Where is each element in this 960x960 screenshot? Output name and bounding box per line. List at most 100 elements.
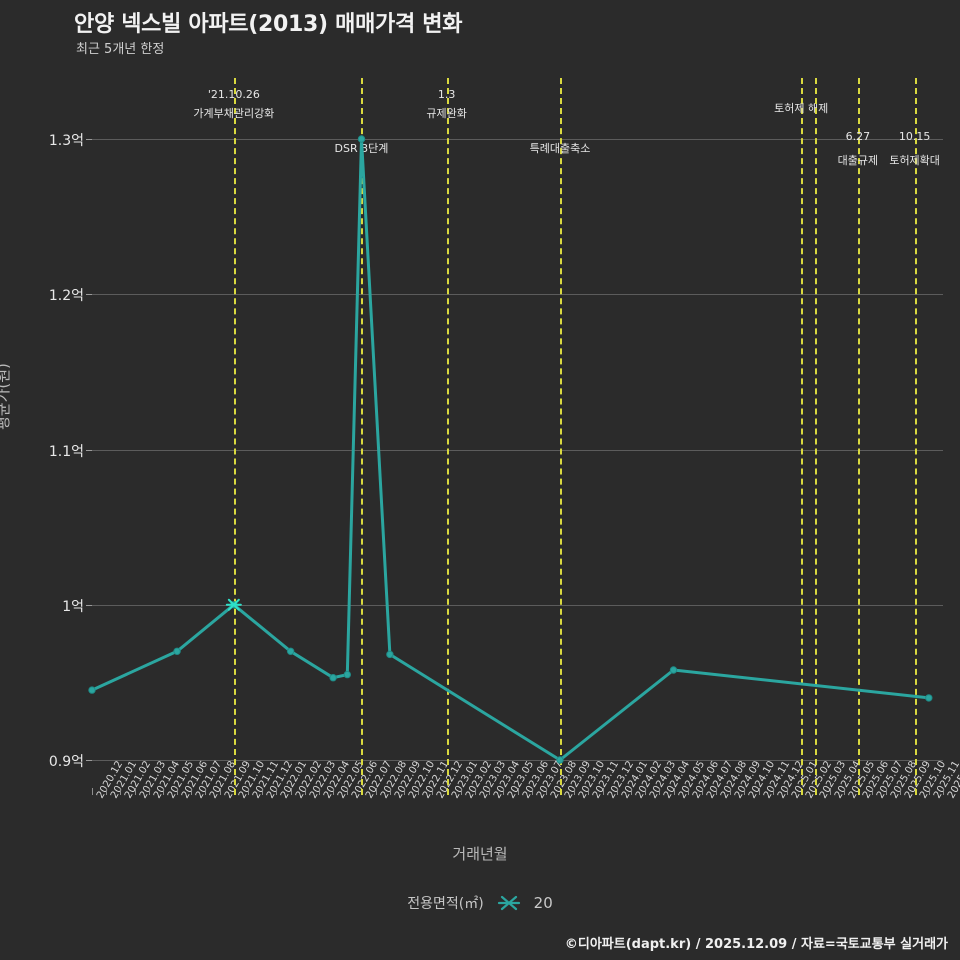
event-name-label: DSR 3단계 [334, 142, 389, 155]
star-marker-icon [496, 894, 522, 912]
x-tick-mark [333, 788, 335, 795]
x-tick-mark [191, 788, 193, 795]
x-tick-mark [474, 788, 476, 795]
x-tick-mark [318, 788, 320, 795]
event-line-event-toheoje-release [801, 78, 804, 795]
y-tick-label: 1.2억 [48, 288, 84, 304]
chart-subtitle: 최근 5개년 한정 [76, 42, 165, 57]
event-line-event-deregulation [446, 78, 449, 795]
legend-title: 전용면적(㎡) [407, 896, 484, 912]
x-tick-mark [588, 788, 590, 795]
x-tick-mark [531, 788, 533, 795]
x-tick-mark [630, 788, 632, 795]
event-name-label: 토허제 해제 [774, 102, 829, 115]
x-tick-mark [843, 788, 845, 795]
x-tick-mark [92, 788, 93, 795]
x-tick-mark [375, 788, 377, 795]
x-tick-mark [205, 788, 207, 795]
y-tick-mark [86, 294, 92, 295]
data-point [386, 650, 394, 659]
y-tick-label: 1.3억 [48, 133, 84, 149]
x-tick-mark [900, 788, 902, 795]
x-tick-mark [829, 788, 831, 795]
x-tick-mark [120, 788, 122, 795]
x-tick-mark [730, 788, 732, 795]
y-axis-title: 평균가(원) [0, 363, 12, 430]
data-point [286, 647, 295, 655]
event-line-event-loan-regulation [857, 78, 860, 795]
data-point [329, 674, 337, 682]
y-tick-label: 0.9억 [48, 754, 84, 770]
event-date-label: 10.15 [898, 130, 931, 143]
x-tick-mark [404, 788, 406, 795]
event-date-label: 1.3 [437, 88, 456, 101]
x-tick-mark [290, 788, 292, 795]
x-tick-mark [347, 788, 349, 795]
x-tick-mark [545, 788, 547, 795]
x-axis-title: 거래년월 [452, 845, 508, 863]
x-tick-mark [276, 788, 278, 795]
x-tick-mark [928, 788, 930, 795]
x-tick-mark [177, 788, 179, 795]
x-tick-mark [673, 788, 675, 795]
x-tick-mark [616, 788, 618, 795]
data-point [88, 686, 96, 694]
x-tick-mark [162, 788, 164, 795]
x-tick-mark [517, 788, 519, 795]
x-tick-mark [418, 788, 420, 795]
event-name-label: 대출규제 [837, 154, 879, 167]
x-tick-mark [786, 788, 788, 795]
x-tick-mark [943, 788, 944, 795]
x-tick-mark [432, 788, 434, 795]
event-name-label: 특례대출축소 [529, 142, 591, 155]
data-point [173, 647, 181, 655]
data-point [343, 670, 351, 679]
x-tick-mark [106, 788, 108, 795]
y-tick-mark [86, 760, 92, 761]
event-date-label: '21.10.26 [207, 88, 260, 101]
x-tick-mark [148, 788, 150, 795]
event-date-label: 6.27 [845, 130, 871, 143]
event-name-label: 가계부채관리강화 [193, 107, 275, 120]
x-tick-mark [389, 788, 391, 795]
event-line-event-special-loan-cut [560, 78, 563, 795]
x-tick-mark [602, 788, 604, 795]
legend-value: 20 [533, 894, 553, 912]
x-tick-mark [701, 788, 703, 795]
x-tick-mark [659, 788, 661, 795]
event-name-label: 규제완화 [426, 107, 467, 120]
x-tick-mark [219, 788, 221, 795]
x-tick-mark [503, 788, 505, 795]
page-title: 안양 넥스빌 아파트(2013) 매매가격 변화 [74, 12, 463, 37]
event-name-label: 토허제확대 [889, 154, 940, 167]
y-tick-mark [86, 450, 92, 451]
y-tick-label: 1.1억 [48, 444, 84, 460]
x-tick-mark [304, 788, 306, 795]
x-tick-mark [758, 788, 760, 795]
event-line-event-household-debt [233, 78, 236, 795]
x-tick-mark [716, 788, 718, 795]
event-line-event-toheoje-expand [914, 78, 917, 795]
x-tick-mark [134, 788, 136, 795]
y-tick-mark [86, 139, 92, 140]
x-tick-mark [886, 788, 888, 795]
footer-credit: ©디아파트(dapt.kr) / 2025.12.09 / 자료=국토교통부 실… [564, 937, 948, 952]
x-tick-mark [460, 788, 462, 795]
x-tick-mark [574, 788, 576, 795]
event-line-event-dsr-3 [361, 78, 364, 795]
x-tick-mark [645, 788, 647, 795]
chart-legend: 전용면적(㎡) 20 [0, 893, 960, 913]
x-tick-mark [872, 788, 874, 795]
data-point [669, 666, 678, 674]
x-tick-mark [248, 788, 250, 795]
x-tick-mark [772, 788, 774, 795]
x-tick-mark [687, 788, 689, 795]
y-tick-mark [86, 605, 92, 606]
x-tick-mark [744, 788, 746, 795]
x-tick-mark [489, 788, 491, 795]
x-tick-mark [262, 788, 264, 795]
data-point [925, 694, 933, 702]
event-line-event-toheoje-release-2 [815, 78, 818, 795]
y-tick-label: 1억 [62, 599, 84, 615]
